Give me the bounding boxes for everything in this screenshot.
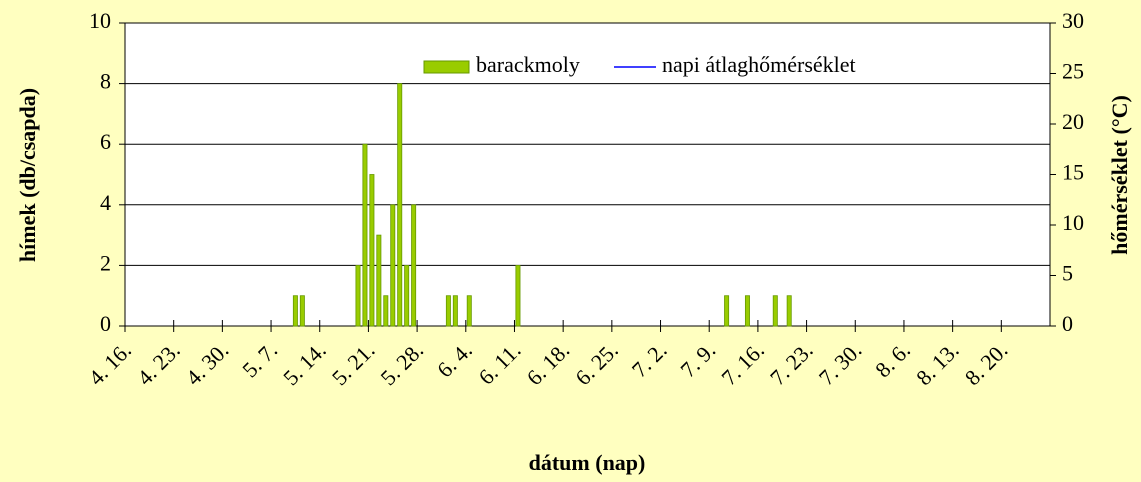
y2-tick-label: 30 bbox=[1062, 8, 1084, 33]
bar bbox=[411, 204, 417, 327]
bar bbox=[369, 174, 375, 327]
y2-tick-label: 5 bbox=[1062, 261, 1073, 286]
y-tick-label: 8 bbox=[100, 69, 111, 94]
bar bbox=[772, 295, 778, 327]
bar bbox=[724, 295, 730, 327]
bar bbox=[299, 295, 305, 327]
bar bbox=[397, 83, 403, 327]
bar bbox=[404, 264, 410, 327]
y2-tick-label: 0 bbox=[1062, 311, 1073, 336]
bar bbox=[376, 234, 382, 327]
y-axis-label: hímek (db/csapda) bbox=[15, 88, 40, 262]
y2-tick-label: 25 bbox=[1062, 59, 1084, 84]
bar bbox=[515, 264, 521, 327]
y-tick-label: 0 bbox=[100, 311, 111, 336]
bar bbox=[786, 295, 792, 327]
y-tick-label: 4 bbox=[100, 190, 111, 215]
y2-tick-label: 10 bbox=[1062, 210, 1084, 235]
y2-tick-label: 15 bbox=[1062, 160, 1084, 185]
x-axis-label: dátum (nap) bbox=[529, 450, 646, 475]
legend-label: barackmoly bbox=[476, 52, 580, 77]
bar bbox=[390, 204, 396, 327]
y2-tick-label: 20 bbox=[1062, 109, 1084, 134]
bar bbox=[355, 264, 361, 327]
bar bbox=[292, 295, 298, 327]
y-tick-label: 10 bbox=[89, 8, 111, 33]
bar bbox=[466, 295, 472, 327]
legend-label: napi átlaghőmérséklet bbox=[662, 52, 856, 77]
y-tick-label: 6 bbox=[100, 129, 111, 154]
bar bbox=[744, 295, 750, 327]
bar bbox=[383, 295, 389, 327]
bar bbox=[452, 295, 458, 327]
bar bbox=[445, 295, 451, 327]
y-tick-label: 2 bbox=[100, 250, 111, 275]
plot-area bbox=[125, 23, 1050, 326]
legend-swatch bbox=[423, 60, 470, 74]
y2-axis-label: hőmérséklet (°C) bbox=[1107, 95, 1132, 255]
bar bbox=[362, 143, 368, 327]
